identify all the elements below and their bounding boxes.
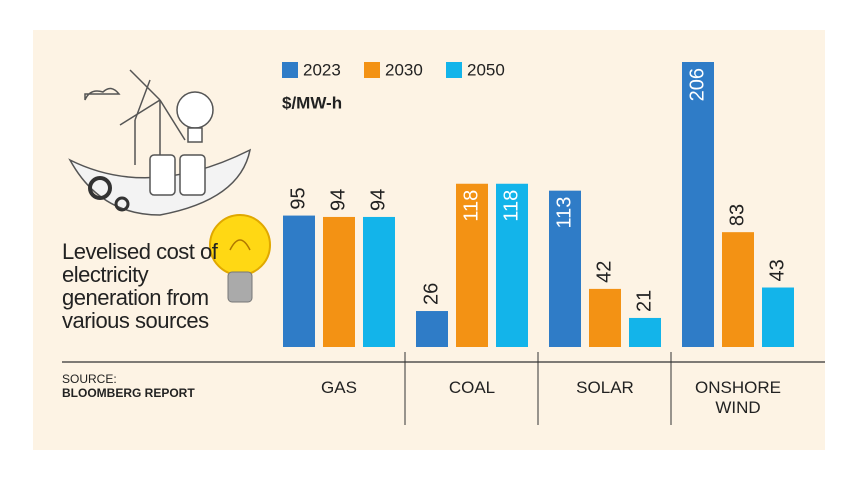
chart-title: Levelised cost of electricity generation… (62, 239, 218, 333)
x-tick-label: SOLAR (576, 378, 634, 397)
value-label: 118 (460, 190, 482, 222)
x-tick-label: GAS (321, 378, 357, 397)
illustration (68, 69, 252, 216)
bulb-icon (209, 214, 271, 303)
bar (589, 288, 621, 347)
bar (762, 287, 794, 347)
bar (722, 232, 754, 347)
value-label: 113 (553, 197, 575, 229)
legend-label: 2023 (303, 60, 341, 79)
bar (682, 62, 714, 347)
bar (456, 183, 488, 347)
legend-label: 2050 (467, 60, 505, 79)
value-label: 21 (633, 290, 655, 312)
source-label: SOURCE: (62, 372, 117, 386)
legend-swatch (282, 62, 298, 78)
source: BLOOMBERG REPORT (62, 386, 195, 400)
bar (323, 216, 355, 347)
value-label: 95 (287, 187, 309, 209)
value-label: 94 (367, 189, 389, 211)
x-tick-label: ONSHORE WIND (695, 378, 781, 417)
value-label: 83 (726, 204, 748, 226)
legend-label: 2030 (385, 60, 423, 79)
value-label: 118 (500, 190, 522, 222)
bar (496, 183, 528, 347)
x-tick-label: COAL (448, 378, 496, 397)
bar (629, 317, 661, 347)
value-label: 94 (327, 189, 349, 211)
legend-swatch (446, 62, 462, 78)
bar (283, 215, 315, 347)
value-label: 42 (593, 261, 615, 283)
bar (363, 216, 395, 347)
value-label: 43 (766, 259, 788, 281)
unit-label: $/MW-h (282, 93, 342, 112)
bar (416, 311, 448, 347)
bar (549, 190, 581, 347)
legend-swatch (364, 62, 380, 78)
value-label: 206 (686, 68, 708, 101)
value-label: 26 (420, 283, 442, 305)
